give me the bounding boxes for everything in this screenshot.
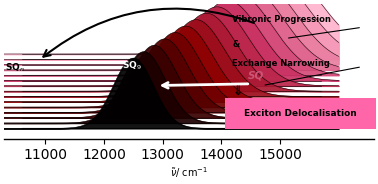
FancyArrowPatch shape (163, 83, 248, 88)
Text: SQ$_9$: SQ$_9$ (121, 59, 141, 72)
Text: Exchange Narrowing: Exchange Narrowing (232, 59, 330, 68)
Text: &: & (232, 40, 240, 49)
Text: Exciton Delocalisation: Exciton Delocalisation (244, 109, 357, 118)
FancyArrowPatch shape (43, 9, 254, 57)
X-axis label: $\tilde{\nu}$/ cm$^{-1}$: $\tilde{\nu}$/ cm$^{-1}$ (170, 165, 208, 180)
Text: SQ: SQ (248, 71, 264, 81)
Text: Vibronic Progression: Vibronic Progression (232, 15, 332, 24)
Text: SQ$_n$: SQ$_n$ (5, 62, 25, 75)
Text: ⇓: ⇓ (232, 85, 243, 98)
